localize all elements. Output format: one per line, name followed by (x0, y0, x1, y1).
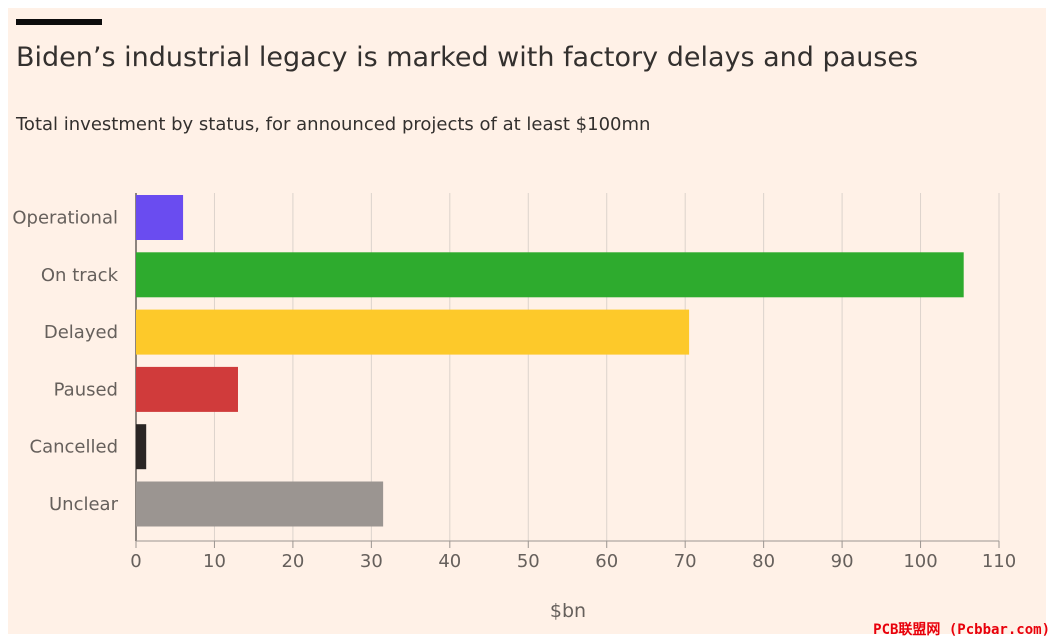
x-tick-label: 20 (281, 551, 304, 572)
x-tick-label: 40 (438, 551, 461, 572)
chart-title: Biden’s industrial legacy is marked with… (16, 42, 919, 73)
x-tick-label: 80 (752, 551, 775, 572)
x-tick-label: 110 (982, 551, 1016, 572)
x-tick-label: 60 (595, 551, 618, 572)
bar-operational (136, 195, 184, 240)
x-tick-label: 30 (360, 551, 383, 572)
category-label: Operational (12, 208, 118, 229)
category-label: Unclear (49, 494, 119, 515)
x-tick-label: 0 (130, 551, 141, 572)
bars (136, 195, 964, 527)
bar-on-track (136, 252, 964, 298)
title-accent-bar (16, 19, 102, 25)
category-label: On track (41, 265, 119, 286)
x-tick-label: 50 (517, 551, 540, 572)
watermark: PCB联盟网 (Pcbbar.com) (873, 622, 1050, 638)
bar-delayed (136, 309, 690, 355)
category-label: Paused (54, 379, 118, 400)
chart-card: Biden’s industrial legacy is marked with… (8, 8, 1046, 634)
x-axis-label: $bn (550, 600, 586, 622)
category-label: Delayed (44, 322, 118, 343)
category-label: Cancelled (30, 437, 118, 458)
x-axis: 0 10 20 30 40 50 60 70 80 90 100 110 (130, 540, 1016, 572)
bar-paused (136, 366, 238, 412)
bar-cancelled (136, 424, 147, 470)
chart-subtitle: Total investment by status, for announce… (16, 114, 651, 135)
x-tick-label: 100 (903, 551, 937, 572)
x-tick-label: 70 (674, 551, 697, 572)
x-tick-label: 10 (203, 551, 226, 572)
bar-unclear (136, 481, 384, 527)
bar-chart: Operational On track Delayed Paused Cancelle… (12, 193, 1016, 622)
category-labels: Operational On track Delayed Paused Cancelle… (12, 208, 118, 516)
x-tick-label: 90 (831, 551, 854, 572)
